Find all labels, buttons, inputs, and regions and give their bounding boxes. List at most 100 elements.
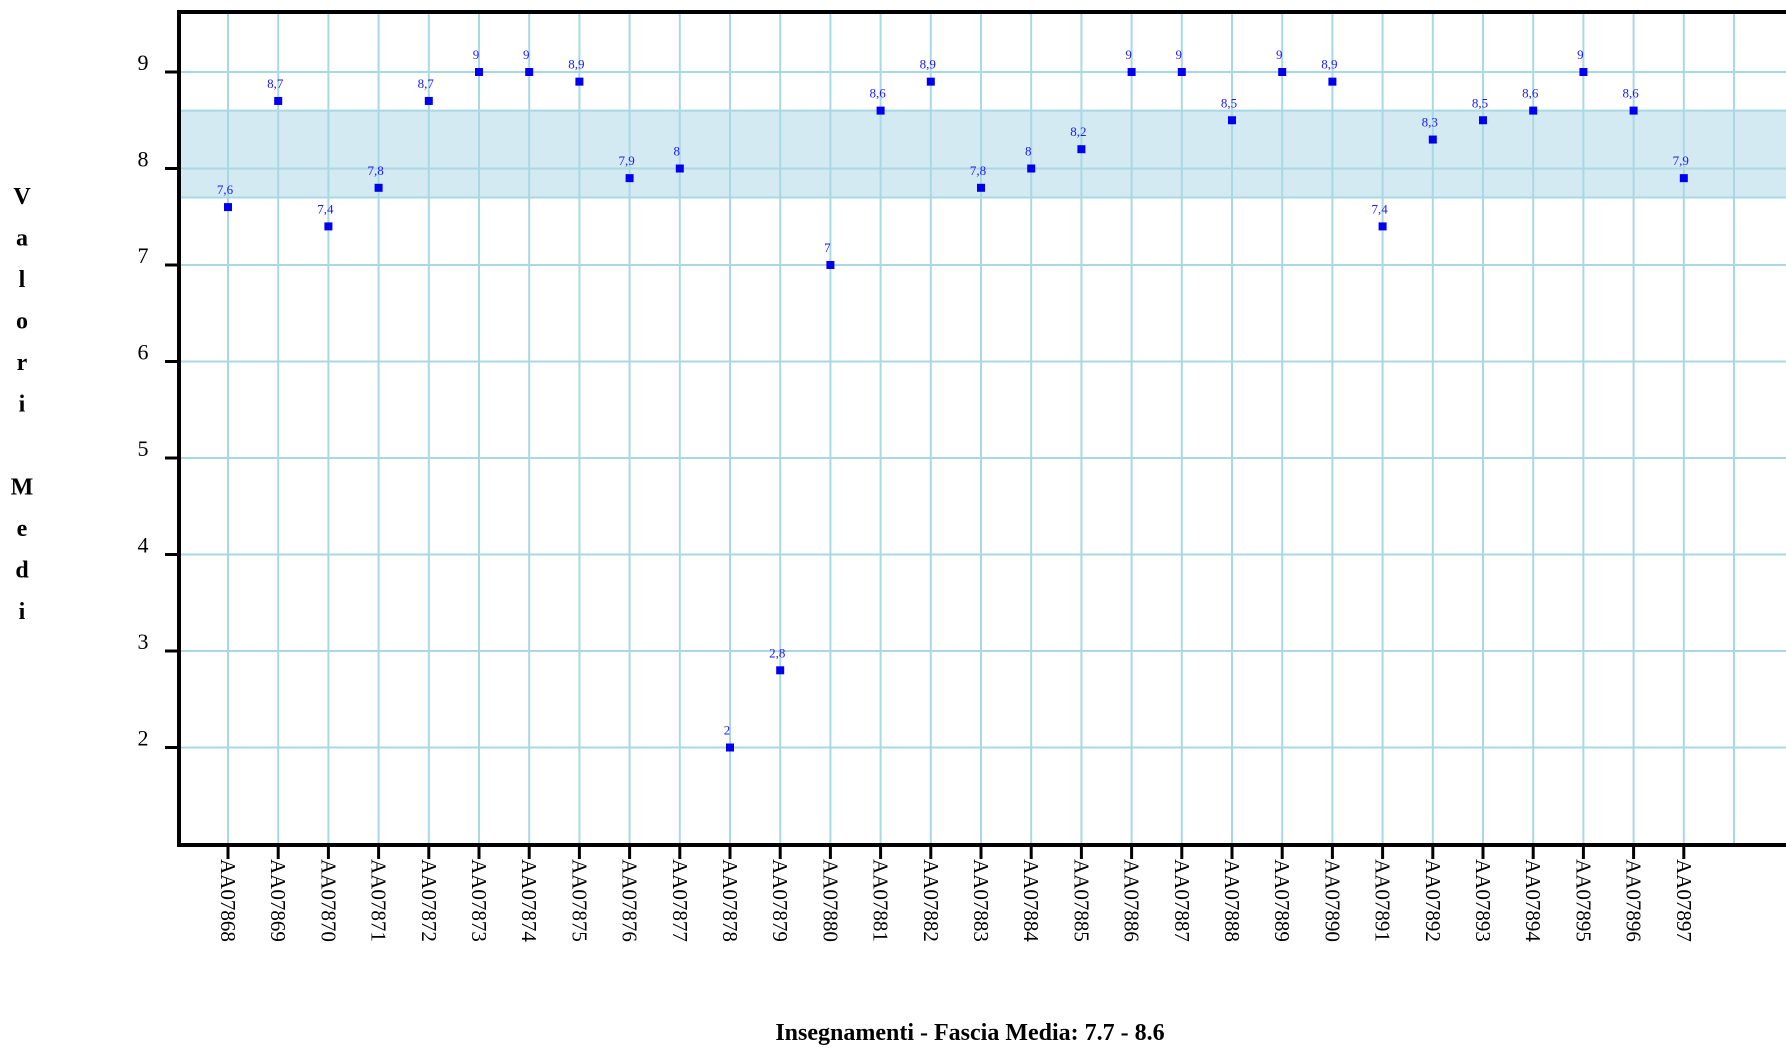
data-point (726, 743, 734, 752)
data-label: 7,4 (317, 201, 334, 216)
x-tick-label: AA07881 (869, 859, 893, 942)
x-tick-label: AA07874 (517, 859, 541, 942)
y-axis-label-letter: V (13, 184, 31, 210)
data-label: 8,3 (1422, 115, 1438, 130)
y-axis-label-letter: o (16, 309, 28, 335)
y-tick-label: 2 (138, 726, 149, 751)
data-label: 2,8 (769, 645, 785, 660)
data-label: 9 (473, 47, 480, 62)
x-tick-label: AA07884 (1019, 859, 1043, 942)
data-label: 9 (1577, 47, 1584, 62)
x-tick-label: AA07895 (1571, 859, 1595, 942)
data-point (1027, 164, 1036, 173)
x-tick-label: AA07893 (1471, 859, 1495, 942)
y-tick-label: 7 (138, 243, 149, 268)
x-tick-label: AA07897 (1672, 859, 1696, 942)
y-axis-label-letter: d (15, 558, 29, 584)
y-tick-label: 3 (138, 629, 149, 654)
data-label: 7,9 (1673, 153, 1689, 168)
y-axis-label-letter: r (17, 350, 28, 376)
data-label: 7,6 (217, 182, 234, 197)
data-label: 8,9 (568, 57, 584, 72)
x-tick-label: AA07879 (768, 859, 792, 942)
data-point (977, 183, 985, 192)
y-axis-label-letter: M (11, 475, 34, 501)
x-tick-label: AA07868 (216, 859, 240, 942)
data-point (926, 77, 935, 86)
x-tick-label: AA07891 (1371, 859, 1395, 942)
data-point (826, 261, 835, 269)
y-tick-label: 9 (138, 50, 149, 75)
data-point (625, 174, 634, 183)
y-tick-label: 5 (138, 436, 149, 461)
data-label: 8 (1025, 144, 1032, 159)
x-tick-label: AA07885 (1069, 859, 1093, 942)
data-point (1679, 174, 1688, 183)
data-point (1529, 106, 1538, 115)
data-point (525, 68, 534, 76)
data-point (274, 96, 283, 105)
data-label: 9 (1176, 47, 1183, 62)
x-tick-label: AA07877 (668, 859, 692, 942)
data-point (876, 106, 885, 115)
data-point (1077, 145, 1086, 154)
x-tick-label: AA07871 (367, 859, 391, 942)
x-tick-label: AA07873 (467, 859, 491, 942)
x-tick-label: AA07890 (1320, 859, 1344, 942)
data-label: 7,8 (970, 163, 986, 178)
data-label: 8,2 (1070, 124, 1086, 139)
data-point (1579, 68, 1588, 76)
x-tick-label: AA07894 (1521, 859, 1545, 942)
x-tick-label: AA07882 (919, 859, 943, 942)
data-label: 8,6 (869, 86, 886, 101)
data-point (1127, 68, 1136, 76)
data-point (424, 96, 433, 105)
data-point (1278, 68, 1287, 76)
data-label: 8 (674, 144, 681, 159)
x-tick-label: AA07892 (1421, 859, 1445, 942)
data-point (1177, 68, 1186, 76)
data-point (1428, 135, 1437, 144)
data-point (1378, 222, 1387, 231)
data-label: 9 (1125, 47, 1132, 62)
x-tick-label: AA07883 (969, 859, 993, 942)
x-tick-label: AA07876 (618, 859, 642, 942)
x-tick-label: AA07878 (718, 859, 742, 942)
data-label: 7,9 (618, 153, 634, 168)
x-tick-label: AA07872 (417, 859, 441, 942)
data-point (1629, 106, 1638, 115)
y-axis-label-letter: a (16, 226, 28, 252)
x-tick-label: AA07869 (266, 859, 290, 942)
x-tick-label: AA07888 (1220, 859, 1244, 942)
data-label: 8,7 (418, 76, 435, 91)
x-tick-label: AA07886 (1120, 859, 1144, 942)
data-label: 7 (824, 240, 831, 255)
x-tick-label: AA07880 (818, 859, 842, 942)
data-label: 8,5 (1472, 95, 1488, 110)
data-point (374, 183, 383, 192)
data-point (675, 164, 684, 173)
data-point (575, 77, 584, 86)
y-tick-label: 4 (138, 533, 149, 558)
average-band-layer (179, 109, 1786, 199)
data-point (324, 222, 333, 231)
x-tick-layer: AA07868 AA07869 AA07870 AA07871 AA07872 AA078… (216, 845, 1696, 942)
data-label: 7,8 (367, 163, 383, 178)
x-tick-label: AA07875 (567, 859, 591, 942)
data-point (475, 68, 483, 76)
x-tick-label: AA07870 (316, 859, 340, 942)
data-point (776, 666, 785, 675)
data-label: 8,6 (1522, 86, 1539, 101)
grid-layer (179, 12, 1786, 845)
data-label: 9 (1276, 47, 1283, 62)
data-label: 8,9 (1321, 57, 1337, 72)
x-tick-label: AA07887 (1170, 859, 1194, 942)
data-point (1479, 116, 1487, 125)
y-tick-layer: 2 3 4 5 6 7 8 9 (138, 50, 179, 751)
x-axis-label: Insegnamenti - Fascia Media: 7.7 - 8.6 (775, 1020, 1164, 1046)
x-tick-label: AA07889 (1270, 859, 1294, 942)
y-axis-label-letter: l (19, 267, 26, 293)
point-layer: 7,6 8,7 7,4 7,8 8,7 9 9 8,9 7,9 8 2 2,8 7 8,6 8,9 7,8 8 8… (217, 47, 1689, 752)
